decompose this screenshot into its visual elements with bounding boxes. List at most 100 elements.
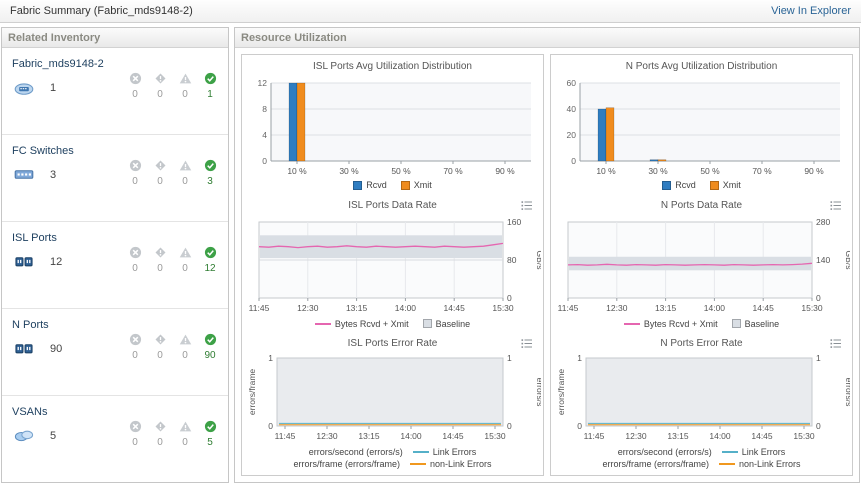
unreachable-status-icon <box>154 159 167 172</box>
inventory-row-fabric[interactable]: Fabric_mds9148-2 1 0 0 0 1 <box>2 48 228 135</box>
resource-utilization-header: Resource Utilization <box>235 28 859 48</box>
chart-menu-icon[interactable] <box>521 338 533 349</box>
svg-text:1: 1 <box>816 353 821 363</box>
down-status-icon <box>129 159 142 172</box>
chart-menu-icon[interactable] <box>521 200 533 211</box>
legend-swatch <box>400 180 410 190</box>
isl-ports-icon <box>14 254 34 269</box>
inventory-count: 90 <box>50 342 63 355</box>
svg-text:14:45: 14:45 <box>442 431 464 441</box>
svg-text:14:00: 14:00 <box>400 431 422 441</box>
status-summary: 0 0 0 90 <box>127 333 218 361</box>
down-status-icon <box>129 333 142 346</box>
svg-text:60: 60 <box>566 78 576 88</box>
ok-status-icon <box>204 246 217 259</box>
page-title: Fabric Summary (Fabric_mds9148-2) <box>10 5 193 17</box>
legend-item: errors/second (errors/s) Link Errors <box>617 447 786 458</box>
isl-error-rate-block: ISL Ports Error Rate 1 0 1 0 errors/frame err… <box>244 334 541 473</box>
svg-text:11:45: 11:45 <box>274 431 295 441</box>
chart-title: N Ports Data Rate <box>660 199 743 211</box>
svg-text:13:15: 13:15 <box>345 303 367 313</box>
chart-legend: Rcvd Xmit <box>553 180 850 190</box>
legend-line-sample <box>409 463 426 466</box>
titlebar: Fabric Summary (Fabric_mds9148-2) View I… <box>0 0 861 23</box>
view-in-explorer-link[interactable]: View In Explorer <box>771 5 851 17</box>
n-ports-data-rate-chart: 0 140 280 11:45 12:30 13:15 14:00 14:45 15:30 GB/… <box>553 212 850 329</box>
legend-item: Baseline <box>422 319 470 329</box>
inventory-row-n-ports[interactable]: N Ports 90 0 0 0 90 <box>2 309 228 396</box>
legend-line-sample <box>721 451 738 454</box>
chart-legend: Rcvd Xmit <box>244 180 541 190</box>
svg-text:12: 12 <box>257 78 267 88</box>
unreachable-status-icon <box>154 72 167 85</box>
inventory-item-label[interactable]: VSANs <box>12 406 48 418</box>
legend-swatch <box>731 319 741 329</box>
inventory-item-label[interactable]: FC Switches <box>12 145 74 157</box>
ok-status-icon <box>204 72 217 85</box>
svg-text:15:30: 15:30 <box>484 431 506 441</box>
unreachable-status-icon <box>154 420 167 433</box>
inventory-item-label[interactable]: Fabric_mds9148-2 <box>12 58 104 70</box>
svg-text:14:00: 14:00 <box>703 303 725 313</box>
n-ports-error-rate-chart: 1 0 1 0 errors/frame errors/s 11:45 12:30 13:15 1… <box>553 350 850 469</box>
svg-text:140: 140 <box>816 255 830 265</box>
inventory-row-fc-switches[interactable]: FC Switches 3 0 0 0 3 <box>2 135 228 222</box>
legend-swatch <box>709 180 719 190</box>
inventory-count: 3 <box>50 168 57 181</box>
chart-legend: errors/second (errors/s) Link Errors error… <box>553 447 850 469</box>
svg-text:errors/frame: errors/frame <box>556 369 566 416</box>
ok-count: 90 <box>204 350 216 361</box>
legend-swatch <box>353 180 363 190</box>
down-status-icon <box>129 420 142 433</box>
chart-menu-icon[interactable] <box>830 200 842 211</box>
inventory-count: 5 <box>50 429 57 442</box>
svg-text:0: 0 <box>507 293 512 303</box>
svg-text:15:30: 15:30 <box>793 431 815 441</box>
svg-text:11:45: 11:45 <box>248 303 269 313</box>
unreachable-status-icon <box>154 246 167 259</box>
ok-count: 5 <box>207 437 213 448</box>
inventory-row-vsans[interactable]: VSANs 5 0 0 0 5 <box>2 396 228 482</box>
chart-title: N Ports Error Rate <box>660 338 743 350</box>
chart-title: N Ports Avg Utilization Distribution <box>625 61 778 72</box>
svg-text:10 %: 10 % <box>287 166 307 176</box>
inventory-item-label[interactable]: N Ports <box>12 319 49 331</box>
down-count: 0 <box>132 263 138 274</box>
inventory-count: 12 <box>50 255 63 268</box>
chart-title: ISL Ports Error Rate <box>347 338 438 350</box>
legend-item: errors/frame (errors/frame) non-Link Erro… <box>293 459 492 470</box>
ok-count: 3 <box>207 176 213 187</box>
inventory-row-isl-ports[interactable]: ISL Ports 12 0 0 0 12 <box>2 222 228 309</box>
n-ports-charts-column: N Ports Avg Utilization Distribution 0 20… <box>550 54 853 476</box>
svg-text:12:30: 12:30 <box>297 303 319 313</box>
legend-swatch <box>422 319 432 329</box>
chart-legend: Bytes Rcvd + Xmit Baseline <box>244 319 541 329</box>
legend-item: Xmit <box>400 180 432 190</box>
svg-text:0: 0 <box>577 421 582 431</box>
inventory-item-label[interactable]: ISL Ports <box>12 232 57 244</box>
legend-line-sample <box>412 451 429 454</box>
down-status-icon <box>129 72 142 85</box>
resource-utilization-title: Resource Utilization <box>241 31 347 44</box>
related-inventory-list: Fabric_mds9148-2 1 0 0 0 1 FC Switches 3… <box>2 48 228 482</box>
legend-line-sample <box>623 322 640 325</box>
unreachable-status-icon <box>154 333 167 346</box>
legend-item: Bytes Rcvd + Xmit <box>623 319 718 329</box>
chart-menu-icon[interactable] <box>830 338 842 349</box>
svg-text:20: 20 <box>566 130 576 140</box>
svg-text:160: 160 <box>507 217 521 227</box>
ok-status-icon <box>204 420 217 433</box>
svg-text:14:45: 14:45 <box>443 303 465 313</box>
warning-count: 0 <box>182 437 188 448</box>
svg-text:4: 4 <box>262 130 267 140</box>
svg-text:errors/s: errors/s <box>535 378 541 407</box>
isl-data-rate-block: ISL Ports Data Rate 0 80 160 11:45 12:30 13:1… <box>244 196 541 335</box>
legend-item: Bytes Rcvd + Xmit <box>314 319 409 329</box>
n-ports-error-rate-block: N Ports Error Rate 1 0 1 0 errors/frame error… <box>553 334 850 473</box>
warning-status-icon <box>179 333 192 346</box>
svg-text:13:15: 13:15 <box>667 431 689 441</box>
warning-status-icon <box>179 159 192 172</box>
svg-text:0: 0 <box>507 421 512 431</box>
down-count: 0 <box>132 89 138 100</box>
svg-text:GB/s: GB/s <box>535 250 541 269</box>
